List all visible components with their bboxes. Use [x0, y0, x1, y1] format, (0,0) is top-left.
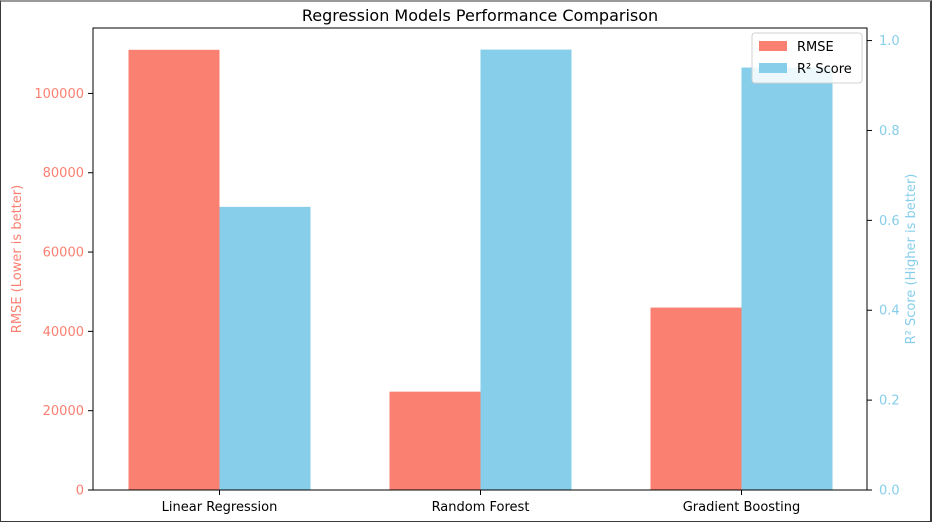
legend-swatch-rmse — [759, 41, 787, 51]
right-tick-label: 0.8 — [879, 124, 900, 139]
right-tick-label: 0.4 — [879, 304, 900, 319]
bar-rmse-0 — [128, 49, 220, 490]
left-y-axis: 0 20000 40000 60000 80000 100000 — [34, 87, 93, 499]
right-axis-label: R² Score (Higher is better) — [904, 174, 919, 345]
left-axis-label: RMSE (Lower is better) — [10, 185, 25, 333]
legend: RMSE R² Score — [751, 32, 863, 84]
left-tick-label: 100000 — [34, 87, 84, 102]
x-axis: Linear Regression Random Forest Gradient B… — [162, 490, 801, 515]
x-tick-label: Gradient Boosting — [683, 500, 801, 515]
bars-group — [128, 49, 833, 490]
bar-r2-0 — [219, 206, 311, 490]
left-tick-label: 20000 — [43, 404, 84, 419]
left-tick-label: 60000 — [43, 246, 84, 261]
legend-swatch-r2 — [759, 63, 787, 73]
legend-label-rmse: RMSE — [797, 40, 834, 55]
left-tick-label: 40000 — [43, 325, 84, 340]
right-tick-label: 0.6 — [879, 214, 900, 229]
bar-rmse-1 — [389, 391, 481, 490]
right-tick-label: 0.2 — [879, 394, 900, 409]
bar-rmse-2 — [650, 307, 742, 490]
right-tick-label: 0.0 — [879, 484, 900, 499]
left-tick-label: 80000 — [43, 166, 84, 181]
right-y-axis: 0.0 0.2 0.4 0.6 0.8 1.0 — [867, 34, 900, 499]
left-tick-label: 0 — [76, 484, 84, 499]
bar-r2-1 — [480, 49, 572, 490]
chart-title: Regression Models Performance Comparison — [302, 6, 658, 25]
right-tick-label: 1.0 — [879, 34, 900, 49]
legend-label-r2: R² Score — [797, 62, 852, 77]
bar-r2-2 — [741, 67, 833, 490]
x-tick-label: Random Forest — [432, 500, 530, 515]
x-tick-label: Linear Regression — [162, 500, 278, 515]
